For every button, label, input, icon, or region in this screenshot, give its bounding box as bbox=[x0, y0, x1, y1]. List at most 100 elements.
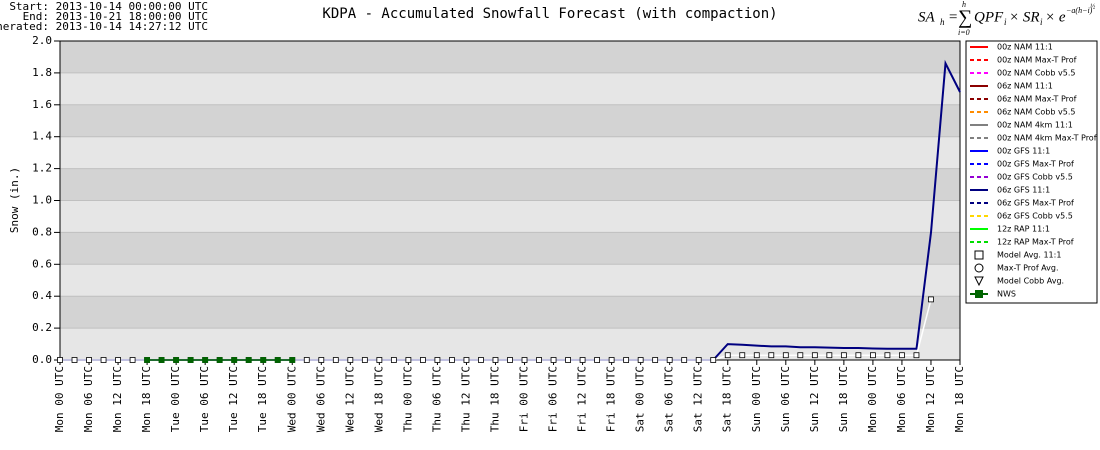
y-tick-label: 1.8 bbox=[32, 66, 52, 79]
legend-entry: 06z GFS Cobb v5.5 bbox=[970, 212, 1073, 221]
point-marker bbox=[768, 352, 775, 359]
point-marker bbox=[390, 357, 397, 363]
x-tick-label: Fri 06 UTC bbox=[547, 366, 560, 432]
point-marker bbox=[507, 357, 513, 363]
band bbox=[60, 41, 960, 73]
x-tick-label: Fri 18 UTC bbox=[605, 366, 618, 432]
legend-label: Max-T Prof Avg. bbox=[997, 264, 1059, 273]
x-tick-label: Mon 12 UTC bbox=[924, 366, 937, 432]
point-marker bbox=[870, 352, 876, 359]
legend-entry: 00z GFS Cobb v5.5 bbox=[970, 173, 1073, 182]
legend-entry: 12z RAP Max-T Prof bbox=[970, 238, 1074, 247]
point-marker bbox=[449, 357, 455, 363]
legend-label: NWS bbox=[997, 290, 1016, 299]
legend-entry: Max-T Prof Avg. bbox=[974, 263, 1059, 273]
point-marker bbox=[565, 357, 571, 363]
chart-title: KDPA - Accumulated Snowfall Forecast (wi… bbox=[322, 6, 777, 22]
legend-entry: NWS bbox=[970, 290, 1016, 299]
formula-part: h bbox=[940, 17, 945, 27]
point-marker bbox=[405, 357, 412, 363]
formula-part: h bbox=[962, 0, 966, 9]
point-marker bbox=[187, 357, 194, 363]
band bbox=[60, 136, 960, 169]
band bbox=[60, 168, 960, 201]
x-tick-label: Tue 18 UTC bbox=[256, 366, 269, 432]
point-marker bbox=[376, 357, 383, 363]
x-tick-label: Sun 06 UTC bbox=[779, 366, 792, 432]
point-marker bbox=[899, 352, 905, 359]
point-marker bbox=[710, 357, 717, 363]
point-marker bbox=[550, 357, 557, 363]
point-marker bbox=[724, 352, 731, 359]
band bbox=[60, 264, 960, 297]
legend-label: 06z GFS Cobb v5.5 bbox=[997, 212, 1073, 221]
legend-entry: 00z NAM Max-T Prof bbox=[970, 56, 1077, 65]
x-tick-label: Mon 18 UTC bbox=[140, 366, 153, 432]
point-marker bbox=[521, 357, 528, 363]
legend-entry: 06z GFS Max-T Prof bbox=[970, 199, 1074, 208]
point-marker bbox=[855, 352, 862, 359]
x-tick-label: Mon 06 UTC bbox=[82, 366, 95, 432]
point-marker bbox=[753, 352, 760, 359]
legend-entry: 00z NAM 11:1 bbox=[970, 43, 1053, 52]
point-marker bbox=[303, 357, 310, 363]
point-marker bbox=[289, 357, 296, 363]
x-tick-label: Sat 18 UTC bbox=[721, 366, 734, 432]
legend-label: 00z GFS Cobb v5.5 bbox=[997, 173, 1073, 182]
legend-label: Model Cobb Avg. bbox=[997, 277, 1064, 286]
x-tick-label: Fri 00 UTC bbox=[518, 366, 531, 432]
point-marker bbox=[681, 357, 688, 363]
x-tick-label: Mon 18 UTC bbox=[953, 366, 966, 432]
point-marker bbox=[332, 357, 339, 363]
point-marker bbox=[86, 357, 92, 363]
point-marker bbox=[318, 357, 325, 363]
legend-entry: 06z NAM 11:1 bbox=[970, 82, 1053, 91]
y-axis-label: Snow (in.) bbox=[8, 167, 21, 233]
legend-label: 06z GFS 11:1 bbox=[997, 186, 1050, 195]
x-tick-label: Thu 00 UTC bbox=[401, 366, 414, 432]
legend-entry: 00z NAM 4km 11:1 bbox=[970, 121, 1073, 130]
point-marker bbox=[637, 357, 644, 363]
legend-label: 12z RAP Max-T Prof bbox=[997, 238, 1074, 247]
point-marker bbox=[463, 357, 470, 363]
formula-part: i bbox=[1004, 17, 1007, 27]
x-tick-label: Tue 12 UTC bbox=[227, 366, 240, 432]
header-line: Start: 2013-10-14 00:00:00 UTC bbox=[9, 0, 208, 13]
formula-part: QPF bbox=[974, 9, 1004, 25]
band bbox=[60, 296, 960, 329]
legend-entry: 00z NAM Cobb v5.5 bbox=[970, 69, 1075, 78]
y-tick-label: 1.0 bbox=[32, 194, 52, 207]
y-tick-label: 2.0 bbox=[32, 34, 52, 47]
point-marker bbox=[695, 357, 702, 363]
point-marker bbox=[216, 357, 223, 363]
legend-entry: 06z NAM Cobb v5.5 bbox=[970, 108, 1075, 117]
point-marker bbox=[71, 357, 78, 363]
legend-entry: 00z GFS 11:1 bbox=[970, 147, 1050, 156]
y-tick-label: 1.4 bbox=[32, 130, 52, 143]
band bbox=[60, 104, 960, 137]
point-marker bbox=[260, 357, 267, 363]
formula-part: −a(h−i) bbox=[1066, 6, 1093, 15]
legend-entry: 12z RAP 11:1 bbox=[970, 225, 1050, 234]
formula: SA h = ∑ h i=0 QPF i × SR i × e −a(h−i) … bbox=[918, 0, 1096, 37]
x-tick-label: Sun 00 UTC bbox=[750, 366, 763, 432]
formula-part: i bbox=[1040, 17, 1043, 27]
x-tick-label: Sun 12 UTC bbox=[808, 366, 821, 432]
formula-part: × e bbox=[1045, 9, 1066, 25]
point-marker bbox=[158, 357, 165, 363]
point-marker bbox=[478, 357, 484, 363]
x-tick-label: Sat 06 UTC bbox=[663, 366, 676, 432]
legend-label: 00z NAM 4km Max-T Prof bbox=[997, 134, 1097, 143]
point-marker bbox=[361, 357, 368, 363]
point-marker bbox=[666, 357, 673, 363]
point-marker bbox=[623, 357, 630, 363]
x-tick-label: Wed 18 UTC bbox=[372, 366, 385, 432]
legend-label: Model Avg. 11:1 bbox=[997, 251, 1061, 260]
point-marker bbox=[57, 357, 63, 363]
x-tick-label: Fri 12 UTC bbox=[576, 366, 589, 432]
legend-entry: 00z GFS Max-T Prof bbox=[970, 160, 1074, 169]
x-tick-label: Wed 00 UTC bbox=[285, 366, 298, 432]
legend-label: 00z NAM Max-T Prof bbox=[997, 56, 1077, 65]
point-marker bbox=[129, 357, 136, 363]
